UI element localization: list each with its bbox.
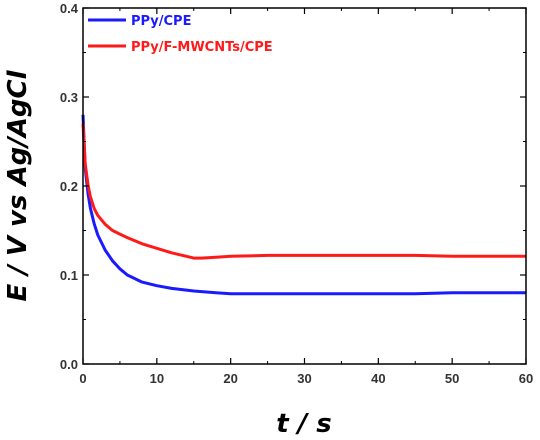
x-tick-label: 30	[297, 371, 311, 386]
plot-frame	[82, 7, 527, 365]
x-tick-label: 0	[79, 371, 86, 386]
x-tick-label: 40	[371, 371, 385, 386]
x-tick-label: 50	[445, 371, 459, 386]
x-tick-label: 60	[519, 371, 533, 386]
legend: PPy/CPE PPy/F-MWCNTs/CPE	[88, 14, 273, 55]
plot-series-layer	[81, 114, 526, 296]
x-tick-label: 10	[150, 371, 164, 386]
y-tick-label: 0.0	[60, 357, 78, 372]
x-axis-title: t / s	[276, 409, 332, 439]
y-tick-label: 0.3	[60, 90, 78, 105]
legend-label-ppy-cpe: PPy/CPE	[131, 14, 191, 29]
series-line-0	[81, 114, 526, 296]
y-tick-label: 0.1	[60, 268, 78, 283]
y-tick-label: 0.2	[60, 179, 78, 194]
axis-ticks: 0 10 20 30 40 50 60 0.0 0.1 0.2 0.3 0.4	[60, 1, 533, 386]
series-line-1	[81, 123, 526, 260]
y-tick-label: 0.4	[60, 1, 79, 16]
legend-label-ppy-fmwcnts-cpe: PPy/F-MWCNTs/CPE	[131, 40, 273, 55]
y-axis-title: E / V vs Ag/AgCl	[3, 69, 33, 301]
x-tick-label: 20	[223, 371, 237, 386]
